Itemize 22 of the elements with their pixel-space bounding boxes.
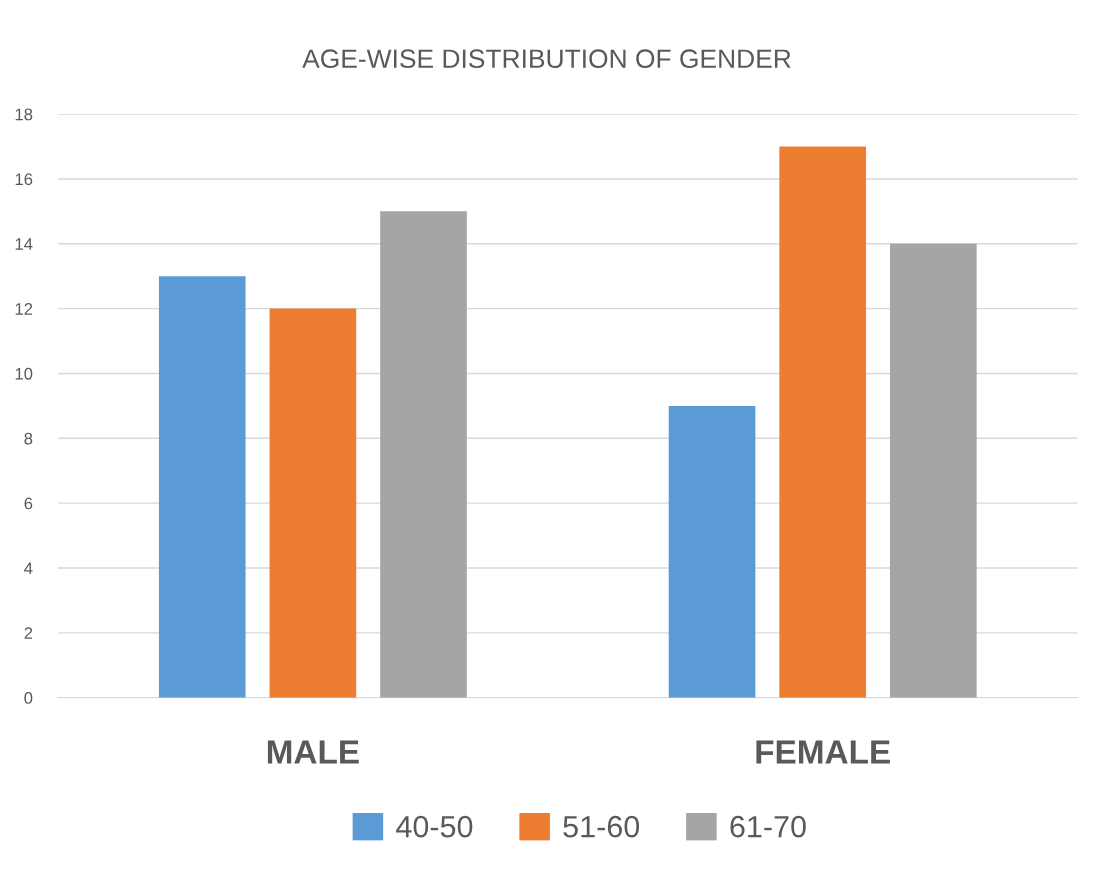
x-tick-label: FEMALE bbox=[756, 740, 890, 764]
y-tick-label: 12 bbox=[15, 303, 33, 315]
y-tick-label: 2 bbox=[24, 627, 33, 639]
y-tick-label: 6 bbox=[24, 497, 33, 510]
legend-label: 40-50 bbox=[396, 815, 473, 838]
y-tick-label: 18 bbox=[15, 108, 33, 121]
chart-title: AGE-WISE DISTRIBUTION OF GENDER bbox=[302, 49, 791, 69]
bar bbox=[269, 308, 357, 698]
y-tick-label: 8 bbox=[24, 432, 33, 445]
y-tick-label: 0 bbox=[24, 692, 33, 704]
legend-label: 61-70 bbox=[730, 815, 806, 838]
y-tick-label: 10 bbox=[15, 367, 33, 380]
bar bbox=[380, 211, 467, 698]
y-tick-label: 14 bbox=[15, 238, 33, 250]
bar bbox=[668, 405, 756, 698]
bar bbox=[889, 243, 977, 698]
legend-label: 51-60 bbox=[563, 815, 640, 838]
y-tick-label: 4 bbox=[24, 562, 33, 575]
bar bbox=[158, 276, 246, 698]
bar bbox=[779, 146, 867, 698]
y-tick-label: 16 bbox=[15, 173, 33, 186]
x-tick-label: MALE bbox=[267, 740, 359, 764]
